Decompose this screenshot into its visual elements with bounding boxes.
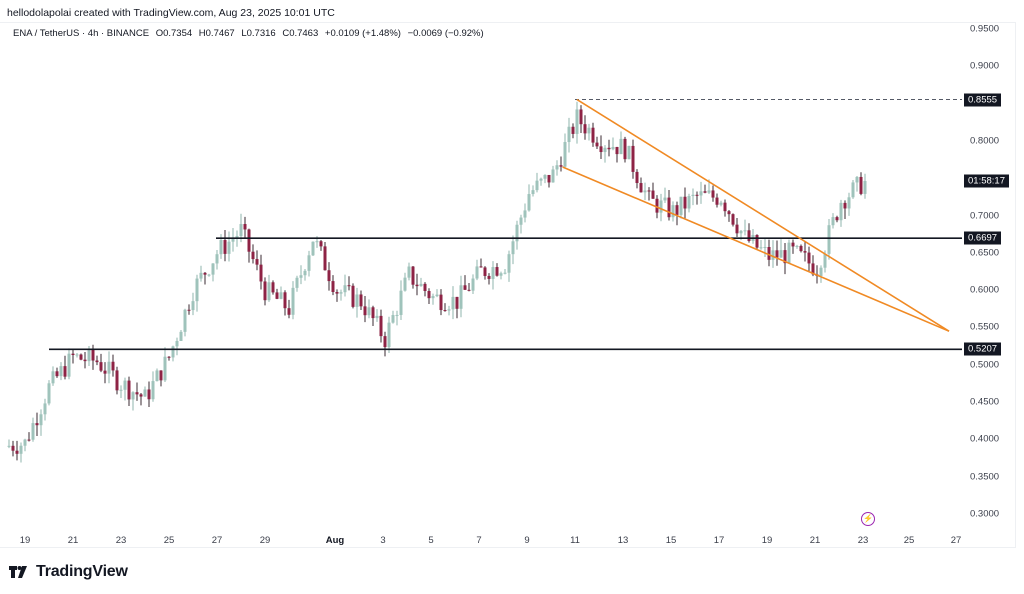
price-tick: 0.6500 — [970, 247, 1000, 259]
price-tick: 0.5000 — [970, 359, 1000, 371]
time-tick: 9 — [524, 535, 530, 546]
time-tick: 23 — [115, 535, 127, 546]
time-tick: 19 — [19, 535, 31, 546]
ohlc-low: L0.7316 — [241, 28, 276, 39]
time-tick: 13 — [617, 535, 629, 546]
price-tick: 0.4500 — [970, 396, 1000, 408]
time-tick: 11 — [570, 535, 580, 546]
brand-name: TradingView — [36, 563, 128, 580]
ohlc-high: H0.7467 — [198, 28, 235, 39]
price-tick: 0.3500 — [970, 471, 1000, 483]
time-tick: Aug — [325, 535, 345, 546]
bolt-glyph: ⚡ — [863, 514, 873, 523]
price-tick: 0.8000 — [970, 135, 1000, 147]
price-tick: 0.4000 — [970, 433, 1000, 445]
bolt-icon[interactable]: ⚡ — [861, 512, 875, 526]
ohlc-open: O0.7354 — [155, 28, 193, 39]
chart-credit: hellodolapolai created with TradingView.… — [7, 7, 335, 19]
time-tick: 15 — [665, 535, 677, 546]
wedge-upper-trendline[interactable] — [576, 98, 950, 332]
symbol-legend: ENA / TetherUS · 4h · BINANCE O0.7354 H0… — [13, 28, 488, 39]
price-tag: 0.8555 — [964, 93, 1002, 106]
wedge-lower-trendline[interactable] — [562, 166, 950, 332]
time-tick: 5 — [428, 535, 434, 546]
price-tag: 01:58:17 — [964, 174, 1009, 188]
ohlc-extra-change: −0.0069 (−0.92%) — [407, 28, 484, 39]
drawings[interactable] — [49, 98, 962, 351]
time-tick: 23 — [857, 535, 869, 546]
tradingview-mark-icon — [9, 566, 27, 578]
time-tick: 21 — [809, 535, 821, 546]
time-tick: 21 — [67, 535, 79, 546]
price-tick: 0.6000 — [970, 284, 1000, 296]
tradingview-logo: TradingView — [9, 563, 128, 581]
time-tick: 25 — [903, 535, 915, 546]
time-tick: 25 — [163, 535, 175, 546]
chart-frame — [0, 22, 1016, 548]
time-tick: 17 — [713, 535, 725, 546]
price-tag: 0.6697 — [964, 231, 1002, 245]
time-tick: 27 — [211, 535, 223, 546]
candles — [7, 101, 867, 463]
price-tick: 0.3000 — [970, 508, 1000, 520]
ohlc-change: +0.0109 (+1.48%) — [324, 28, 401, 39]
time-tick: 29 — [259, 535, 271, 546]
time-tick: 7 — [476, 535, 482, 546]
price-tick: 0.9500 — [970, 23, 1000, 35]
price-tick: 0.7000 — [970, 210, 1000, 222]
price-tick: 0.5500 — [970, 321, 1000, 333]
time-tick: 19 — [761, 535, 773, 546]
time-tick: 3 — [380, 535, 386, 546]
price-tag: 0.5207 — [964, 342, 1002, 356]
ohlc-close: C0.7463 — [282, 28, 319, 39]
price-tick: 0.9000 — [970, 60, 1000, 72]
time-tick: 27 — [950, 535, 962, 546]
symbol-title[interactable]: ENA / TetherUS · 4h · BINANCE — [13, 28, 150, 39]
